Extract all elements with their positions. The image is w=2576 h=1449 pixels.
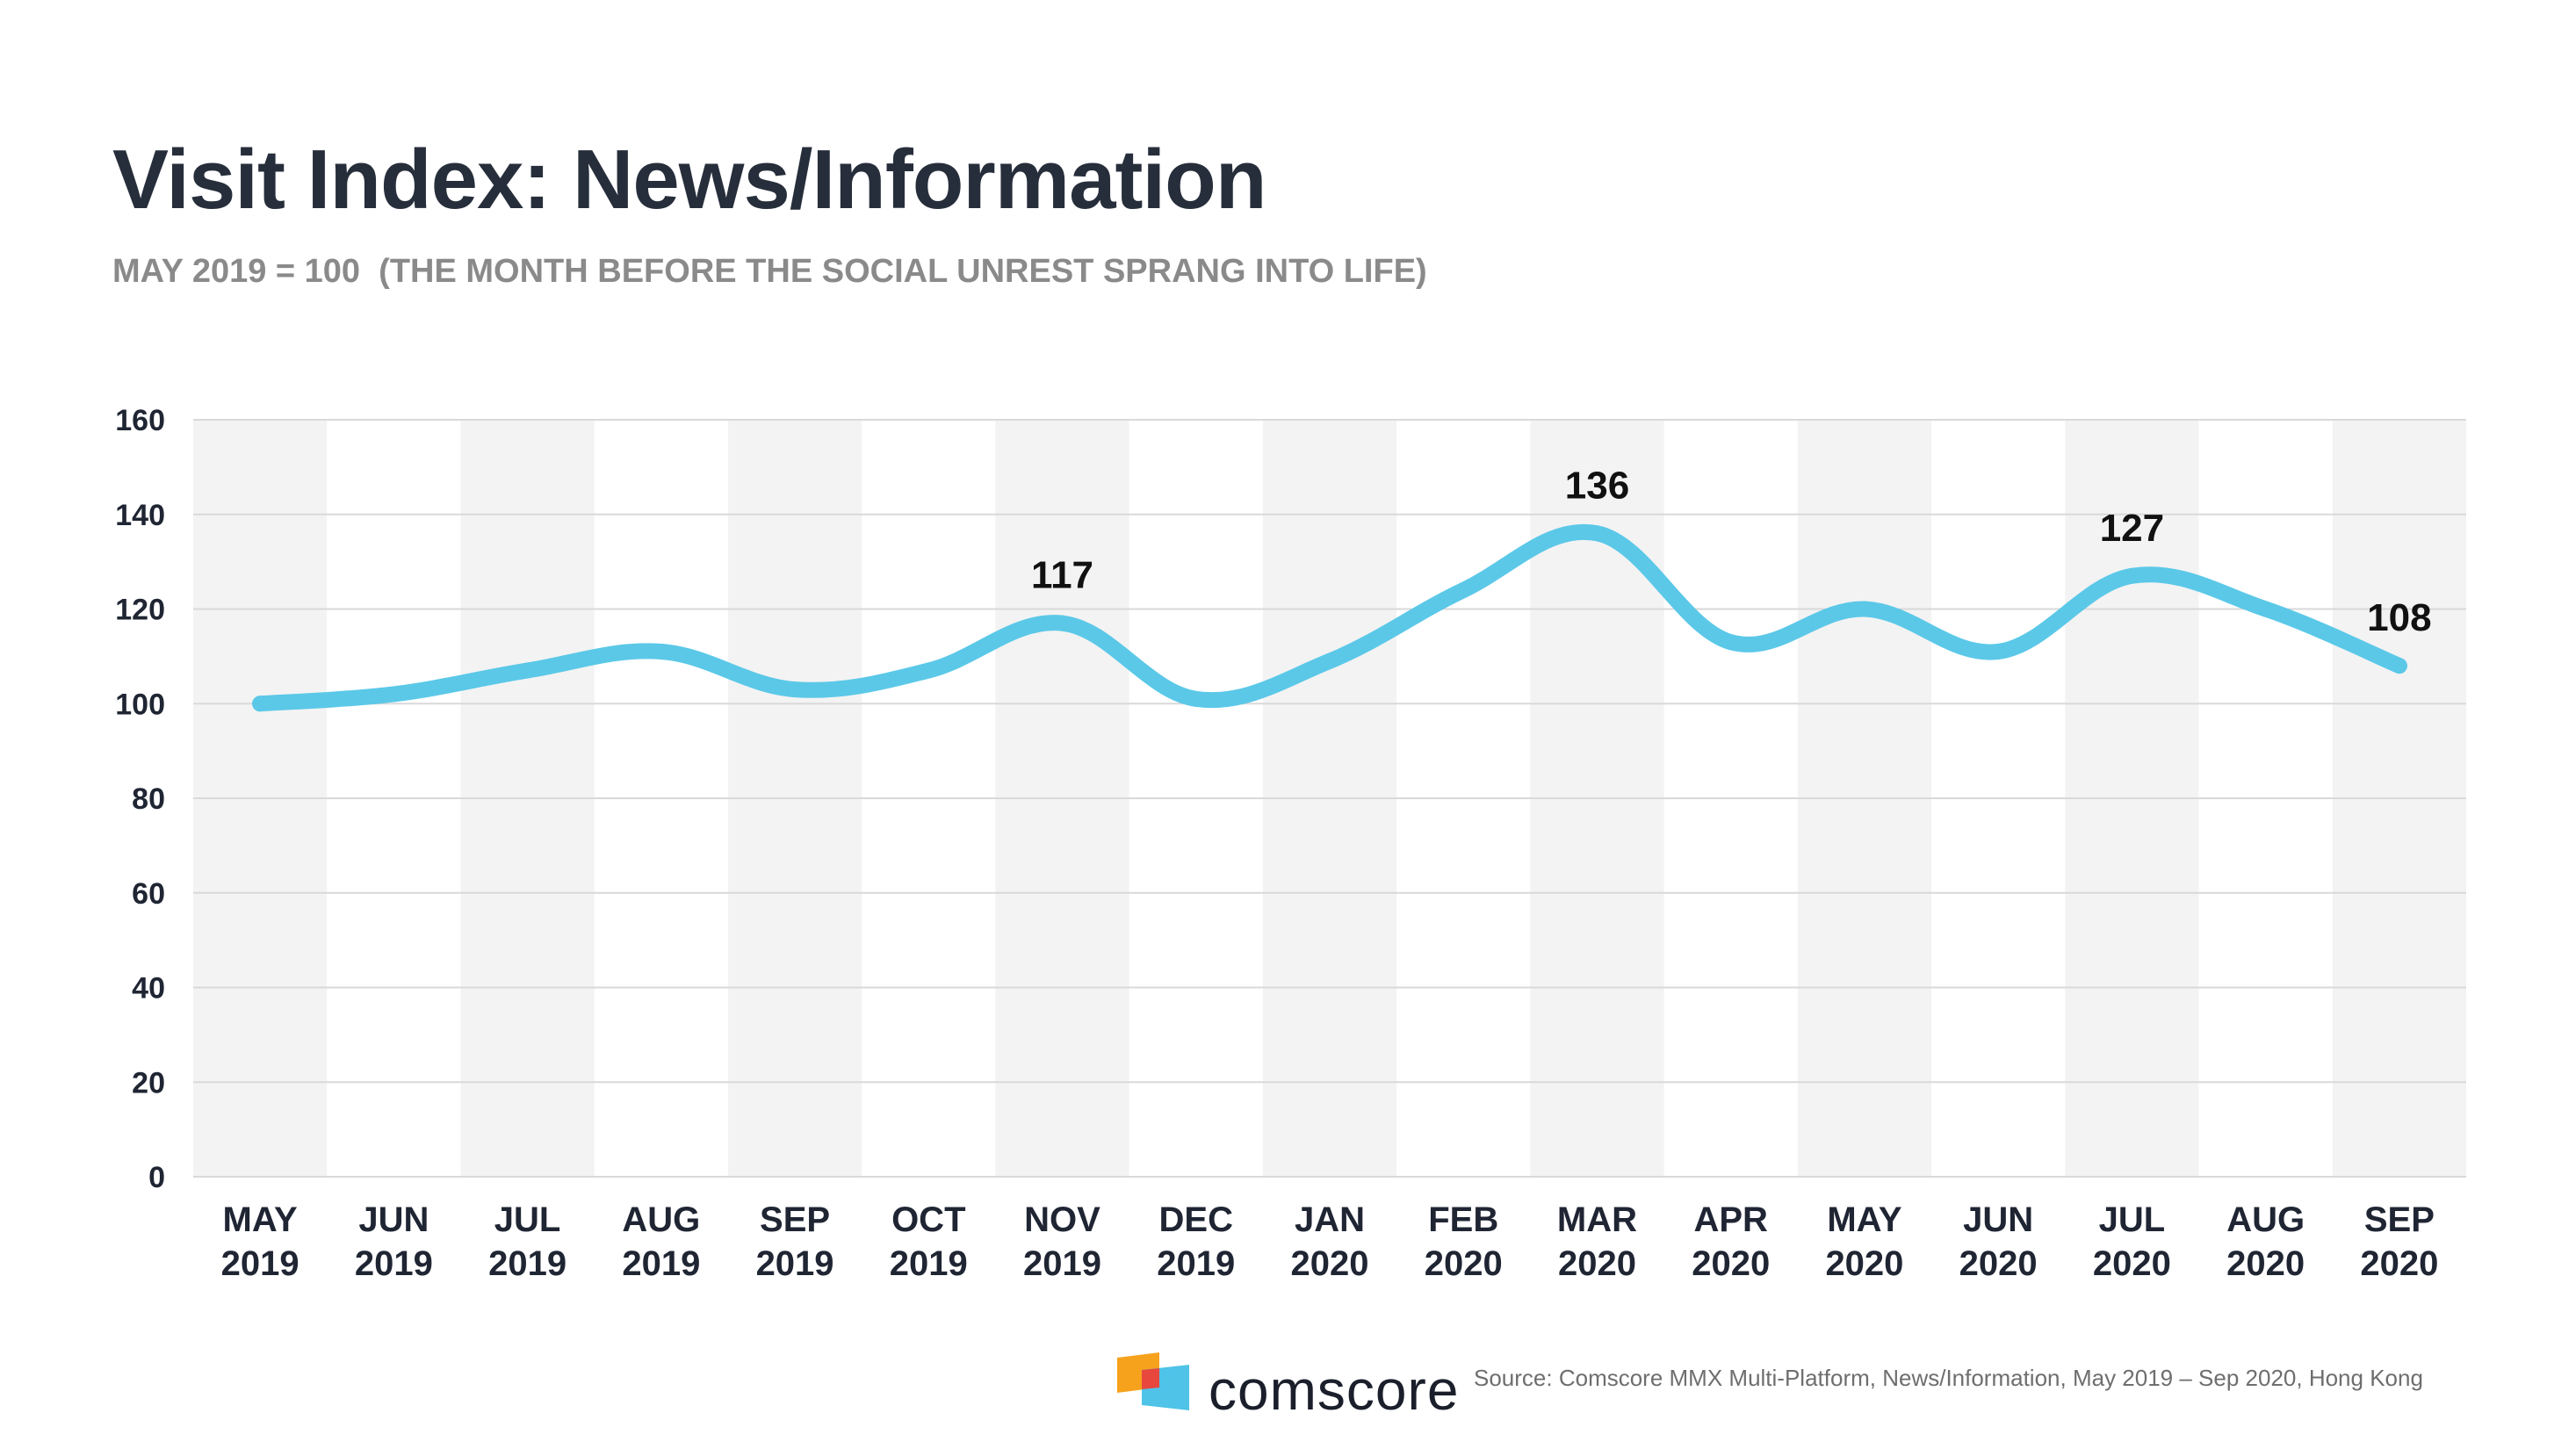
x-tick-label: JAN 2020	[1291, 1200, 1369, 1283]
y-tick-label: 120	[115, 594, 165, 627]
data-label: 108	[2367, 596, 2431, 639]
x-tick-label: AUG 2020	[2226, 1200, 2305, 1283]
data-point	[653, 643, 669, 660]
y-tick-label: 80	[132, 782, 165, 816]
data-point	[519, 662, 536, 679]
x-tick-label: OCT 2019	[890, 1200, 968, 1283]
series-group	[252, 523, 2407, 712]
y-tick-label: 40	[132, 972, 165, 1006]
x-tick-label: JUL 2020	[2093, 1200, 2171, 1283]
data-point	[1455, 581, 1472, 598]
data-point	[787, 681, 804, 698]
x-tick-label: JUL 2019	[488, 1200, 566, 1283]
x-tick-label: MAY 2020	[1825, 1200, 1903, 1283]
comscore-logo-icon	[1117, 1352, 1189, 1410]
data-point	[2391, 658, 2407, 674]
page-subtitle: MAY 2019 = 100 (THE MONTH BEFORE THE SOC…	[112, 253, 1427, 290]
series-line	[252, 523, 2407, 712]
x-tick-label: NOV 2019	[1023, 1200, 1101, 1283]
x-tick-label: JUN 2019	[355, 1200, 433, 1283]
data-labels: 117 136 127 108	[1031, 464, 2432, 639]
page-title: Visit Index: News/Information	[112, 133, 1266, 227]
y-tick-label: 20	[132, 1066, 165, 1099]
x-axis: MAY 2019 JUN 2019 JUL 2019 AUG 2019 SEP 2019 OCT 20…	[221, 1200, 2439, 1283]
y-tick-label: 60	[132, 877, 165, 911]
gridlines	[193, 419, 2466, 1178]
brand-wordmark: comscore	[1209, 1359, 1460, 1422]
data-point	[1322, 652, 1338, 669]
y-tick-label: 0	[148, 1161, 165, 1194]
data-point	[1054, 615, 1071, 631]
x-tick-label: APR 2020	[1692, 1200, 1770, 1283]
data-label: 136	[1565, 464, 1629, 507]
y-tick-label: 100	[115, 688, 165, 721]
x-tick-label: JUN 2020	[1959, 1200, 2038, 1283]
x-tick-label: DEC 2019	[1157, 1200, 1235, 1283]
data-point	[1856, 601, 1872, 617]
data-point	[2257, 601, 2274, 617]
x-tick-label: SEP 2020	[2360, 1200, 2438, 1283]
data-point	[2124, 567, 2140, 584]
data-point	[1187, 690, 1204, 707]
x-tick-label: SEP 2019	[756, 1200, 834, 1283]
y-axis: 0 20 40 60 80 100 120 140 160	[115, 404, 165, 1194]
data-point	[1990, 643, 2007, 660]
x-tick-label: MAR 2020	[1557, 1200, 1637, 1283]
data-point	[252, 696, 269, 712]
data-point	[1722, 634, 1739, 651]
y-tick-label: 160	[115, 404, 165, 437]
data-point	[920, 662, 937, 679]
x-tick-label: MAY 2019	[221, 1200, 299, 1283]
x-tick-label: FEB 2020	[1425, 1200, 1503, 1283]
data-point	[386, 686, 402, 703]
data-label: 117	[1031, 554, 1093, 597]
data-point	[1589, 525, 1605, 542]
y-tick-label: 140	[115, 499, 165, 532]
source-note: Source: Comscore MMX Multi-Platform, New…	[1474, 1365, 2423, 1391]
footer: comscore Source: Comscore MMX Multi-Plat…	[1115, 1352, 2556, 1422]
data-label: 127	[2100, 507, 2164, 550]
x-tick-label: AUG 2019	[622, 1200, 700, 1283]
